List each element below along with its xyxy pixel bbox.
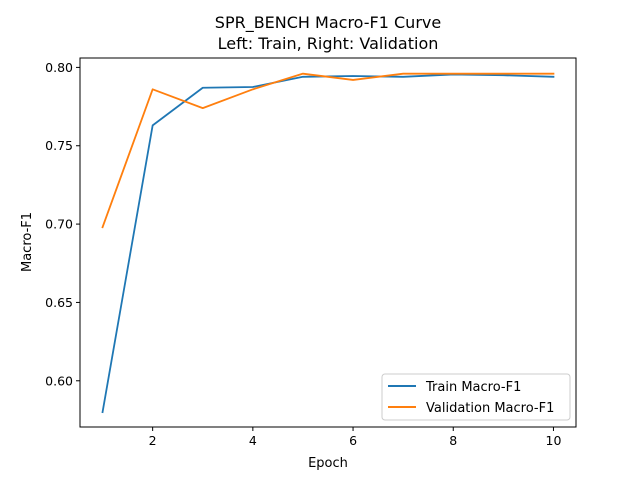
x-tick-label: 6 xyxy=(349,433,357,448)
y-tick-label: 0.60 xyxy=(45,373,73,388)
x-axis: 2 4 6 8 10 xyxy=(149,427,562,448)
chart-title-line2: Left: Train, Right: Validation xyxy=(218,34,439,53)
y-tick-label: 0.75 xyxy=(45,138,73,153)
chart-title-line1: SPR_BENCH Macro-F1 Curve xyxy=(215,13,441,33)
x-axis-label: Epoch xyxy=(308,456,348,471)
x-tick-label: 2 xyxy=(149,433,157,448)
plot-area xyxy=(101,72,555,414)
legend: Train Macro-F1 Validation Macro-F1 xyxy=(381,373,571,421)
y-axis: 0.60 0.65 0.70 0.75 0.80 xyxy=(45,60,80,388)
x-tick-label: 10 xyxy=(546,433,562,448)
axes-frame xyxy=(79,57,577,428)
legend-label-train: Train Macro-F1 xyxy=(425,380,521,395)
legend-box xyxy=(381,373,571,421)
y-tick-label: 0.65 xyxy=(45,295,73,310)
y-tick-label: 0.70 xyxy=(45,217,73,232)
y-tick-label: 0.80 xyxy=(45,60,73,75)
y-axis-label: Macro-F1 xyxy=(20,212,35,272)
x-tick-label: 8 xyxy=(449,433,457,448)
series-line-validation xyxy=(101,72,555,229)
x-tick-label: 4 xyxy=(249,433,257,448)
legend-label-validation: Validation Macro-F1 xyxy=(426,401,554,416)
